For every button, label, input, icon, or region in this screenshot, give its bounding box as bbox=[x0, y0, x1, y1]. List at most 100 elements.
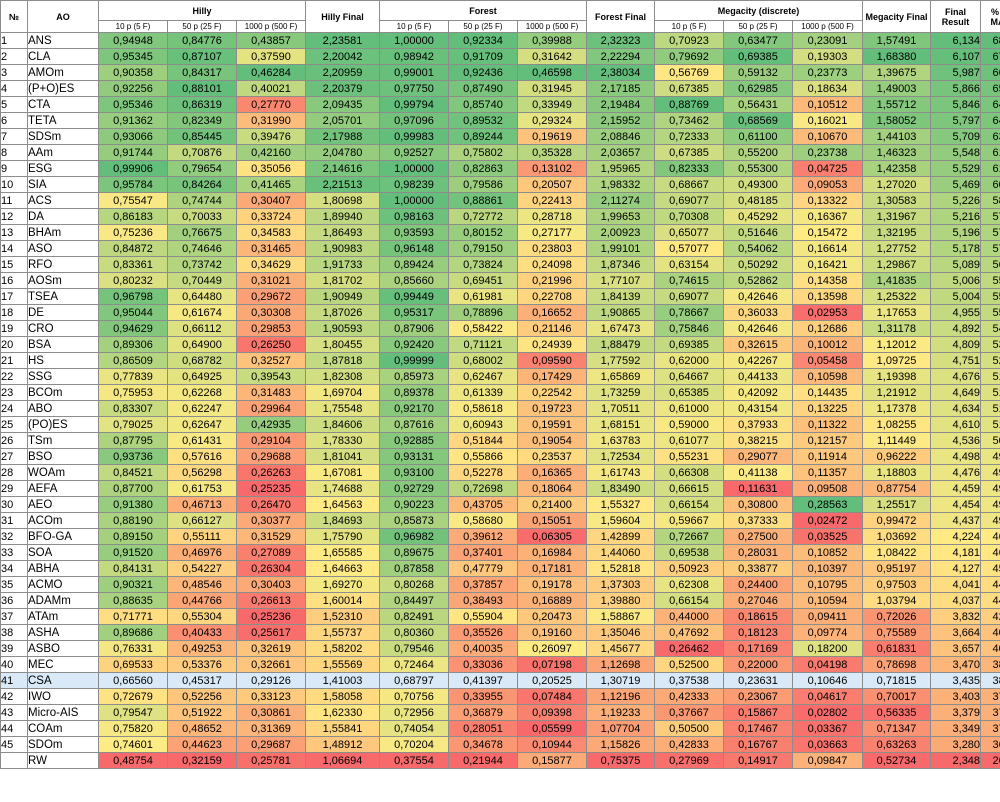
cell-megacity-10p[interactable]: 0,61000 bbox=[654, 400, 725, 417]
cell-forest-final[interactable]: 0,75375 bbox=[586, 752, 656, 769]
cell-hilly-final[interactable]: 1,91733 bbox=[305, 256, 380, 273]
cell-forest-1000p[interactable]: 0,22542 bbox=[516, 384, 588, 401]
cell-forest-10p[interactable]: 0,87616 bbox=[379, 416, 449, 433]
cell-hilly-final[interactable]: 1,48912 bbox=[305, 736, 380, 753]
cell-forest-1000p[interactable]: 0,21996 bbox=[516, 272, 588, 289]
cell-hilly-50p[interactable]: 0,82349 bbox=[167, 112, 237, 129]
cell-megacity-1000p[interactable]: 0,03663 bbox=[792, 736, 864, 753]
cell-megacity-1000p[interactable]: 0,09508 bbox=[792, 480, 864, 497]
cell-forest-10p[interactable]: 0,70756 bbox=[379, 688, 449, 705]
cell-hilly-1000p[interactable]: 0,31483 bbox=[236, 384, 306, 401]
cell-hilly-final[interactable]: 1,55569 bbox=[305, 656, 380, 673]
cell-megacity-final[interactable]: 1,41835 bbox=[862, 272, 932, 289]
table-row[interactable]: 39 ASBO 0,76331 0,49253 0,32619 1,58202 0,7954… bbox=[0, 640, 1000, 657]
cell-hilly-10p[interactable]: 0,86509 bbox=[98, 352, 168, 369]
cell-megacity-final[interactable]: 0,52734 bbox=[862, 752, 932, 769]
cell-megacity-10p[interactable]: 0,69077 bbox=[654, 192, 725, 209]
cell-final-result[interactable]: 4,498 bbox=[930, 448, 982, 465]
cell-hilly-1000p[interactable]: 0,32527 bbox=[236, 352, 306, 369]
cell-hilly-1000p[interactable]: 0,37590 bbox=[236, 48, 306, 65]
cell-hilly-50p[interactable]: 0,70876 bbox=[167, 144, 237, 161]
cell-forest-1000p[interactable]: 0,15051 bbox=[516, 512, 588, 529]
cell-megacity-1000p[interactable]: 0,09847 bbox=[792, 752, 864, 769]
cell-hilly-1000p[interactable]: 0,29853 bbox=[236, 320, 306, 337]
cell-final-result[interactable]: 3,657 bbox=[930, 640, 982, 657]
cell-hilly-1000p[interactable]: 0,33724 bbox=[236, 208, 306, 225]
cell-hilly-10p[interactable]: 0,96798 bbox=[98, 288, 168, 305]
cell-pct-max[interactable]: 37,21 bbox=[980, 720, 1000, 737]
cell-megacity-50p[interactable]: 0,29077 bbox=[723, 448, 794, 465]
cell-megacity-10p[interactable]: 0,79692 bbox=[654, 48, 725, 65]
cell-hilly-10p[interactable]: 0,91520 bbox=[98, 544, 168, 561]
cell-hilly-1000p[interactable]: 0,33123 bbox=[236, 688, 306, 705]
cell-megacity-final[interactable]: 1,32195 bbox=[862, 224, 932, 241]
cell-hilly-50p[interactable]: 0,54227 bbox=[167, 560, 237, 577]
cell-num[interactable]: 2 bbox=[0, 48, 28, 65]
cell-pct-max[interactable]: 51,65 bbox=[980, 384, 1000, 401]
cell-final-result[interactable]: 4,536 bbox=[930, 432, 982, 449]
cell-megacity-final[interactable]: 0,72026 bbox=[862, 608, 932, 625]
cell-hilly-50p[interactable]: 0,46976 bbox=[167, 544, 237, 561]
cell-forest-final[interactable]: 1,67473 bbox=[586, 320, 656, 337]
cell-megacity-1000p[interactable]: 0,19303 bbox=[792, 48, 864, 65]
cell-pct-max[interactable]: 60,76 bbox=[980, 176, 1000, 193]
cell-megacity-1000p[interactable]: 0,10512 bbox=[792, 96, 864, 113]
cell-forest-final[interactable]: 1,77592 bbox=[586, 352, 656, 369]
cell-forest-1000p[interactable]: 0,35328 bbox=[516, 144, 588, 161]
table-row[interactable]: 5 CTA 0,95346 0,86319 0,27770 2,09435 0,99794 0… bbox=[0, 96, 1000, 113]
cell-forest-final[interactable]: 2,03657 bbox=[586, 144, 656, 161]
header-hilly-final[interactable]: Hilly Final bbox=[305, 0, 380, 33]
cell-megacity-1000p[interactable]: 0,10646 bbox=[792, 672, 864, 689]
cell-hilly-10p[interactable]: 0,88635 bbox=[98, 592, 168, 609]
cell-forest-50p[interactable]: 0,35526 bbox=[448, 624, 518, 641]
cell-hilly-1000p[interactable]: 0,31465 bbox=[236, 240, 306, 257]
cell-ao[interactable]: SIA bbox=[27, 176, 99, 193]
cell-hilly-50p[interactable]: 0,64925 bbox=[167, 368, 237, 385]
cell-hilly-50p[interactable]: 0,44623 bbox=[167, 736, 237, 753]
cell-hilly-10p[interactable]: 0,71771 bbox=[98, 608, 168, 625]
table-row[interactable]: 41 CSA 0,66560 0,45317 0,29126 1,41003 0,68797… bbox=[0, 672, 1000, 689]
cell-num[interactable]: 4 bbox=[0, 80, 28, 97]
cell-ao[interactable]: BCOm bbox=[27, 384, 99, 401]
cell-forest-10p[interactable]: 0,96982 bbox=[379, 528, 449, 545]
cell-forest-10p[interactable]: 0,99983 bbox=[379, 128, 449, 145]
cell-pct-max[interactable]: 49,55 bbox=[980, 480, 1000, 497]
cell-hilly-50p[interactable]: 0,73742 bbox=[167, 256, 237, 273]
cell-forest-final[interactable]: 1,70511 bbox=[586, 400, 656, 417]
cell-megacity-final[interactable]: 1,46323 bbox=[862, 144, 932, 161]
subheader-megacity-50p[interactable]: 50 p (25 F) bbox=[723, 20, 794, 33]
cell-hilly-1000p[interactable]: 0,39476 bbox=[236, 128, 306, 145]
cell-hilly-50p[interactable]: 0,66112 bbox=[167, 320, 237, 337]
cell-forest-50p[interactable]: 0,72698 bbox=[448, 480, 518, 497]
cell-num[interactable]: 30 bbox=[0, 496, 28, 513]
cell-pct-max[interactable]: 44,90 bbox=[980, 576, 1000, 593]
cell-pct-max[interactable]: 64,96 bbox=[980, 96, 1000, 113]
cell-forest-1000p[interactable]: 0,13102 bbox=[516, 160, 588, 177]
cell-hilly-10p[interactable]: 0,90358 bbox=[98, 64, 168, 81]
cell-forest-10p[interactable]: 0,72956 bbox=[379, 704, 449, 721]
cell-megacity-final[interactable]: 1,44103 bbox=[862, 128, 932, 145]
cell-hilly-final[interactable]: 1,64663 bbox=[305, 560, 380, 577]
cell-ao[interactable]: HS bbox=[27, 352, 99, 369]
cell-forest-50p[interactable]: 0,91709 bbox=[448, 48, 518, 65]
cell-ao[interactable]: AOSm bbox=[27, 272, 99, 289]
cell-ao[interactable]: AEFA bbox=[27, 480, 99, 497]
cell-forest-50p[interactable]: 0,73824 bbox=[448, 256, 518, 273]
cell-forest-1000p[interactable]: 0,29324 bbox=[516, 112, 588, 129]
cell-megacity-50p[interactable]: 0,18615 bbox=[723, 608, 794, 625]
cell-num[interactable]: 14 bbox=[0, 240, 28, 257]
cell-pct-max[interactable]: 61,44 bbox=[980, 160, 1000, 177]
cell-megacity-final[interactable]: 1,25322 bbox=[862, 288, 932, 305]
cell-hilly-50p[interactable]: 0,62268 bbox=[167, 384, 237, 401]
cell-hilly-50p[interactable]: 0,53376 bbox=[167, 656, 237, 673]
cell-hilly-50p[interactable]: 0,66127 bbox=[167, 512, 237, 529]
cell-final-result[interactable]: 4,649 bbox=[930, 384, 982, 401]
cell-forest-final[interactable]: 1,30719 bbox=[586, 672, 656, 689]
cell-megacity-final[interactable]: 1,55712 bbox=[862, 96, 932, 113]
cell-megacity-final[interactable]: 1,18803 bbox=[862, 464, 932, 481]
cell-hilly-1000p[interactable]: 0,32619 bbox=[236, 640, 306, 657]
cell-ao[interactable]: BFO-GA bbox=[27, 528, 99, 545]
cell-hilly-10p[interactable]: 0,76331 bbox=[98, 640, 168, 657]
cell-megacity-10p[interactable]: 0,65077 bbox=[654, 224, 725, 241]
cell-num[interactable]: 33 bbox=[0, 544, 28, 561]
